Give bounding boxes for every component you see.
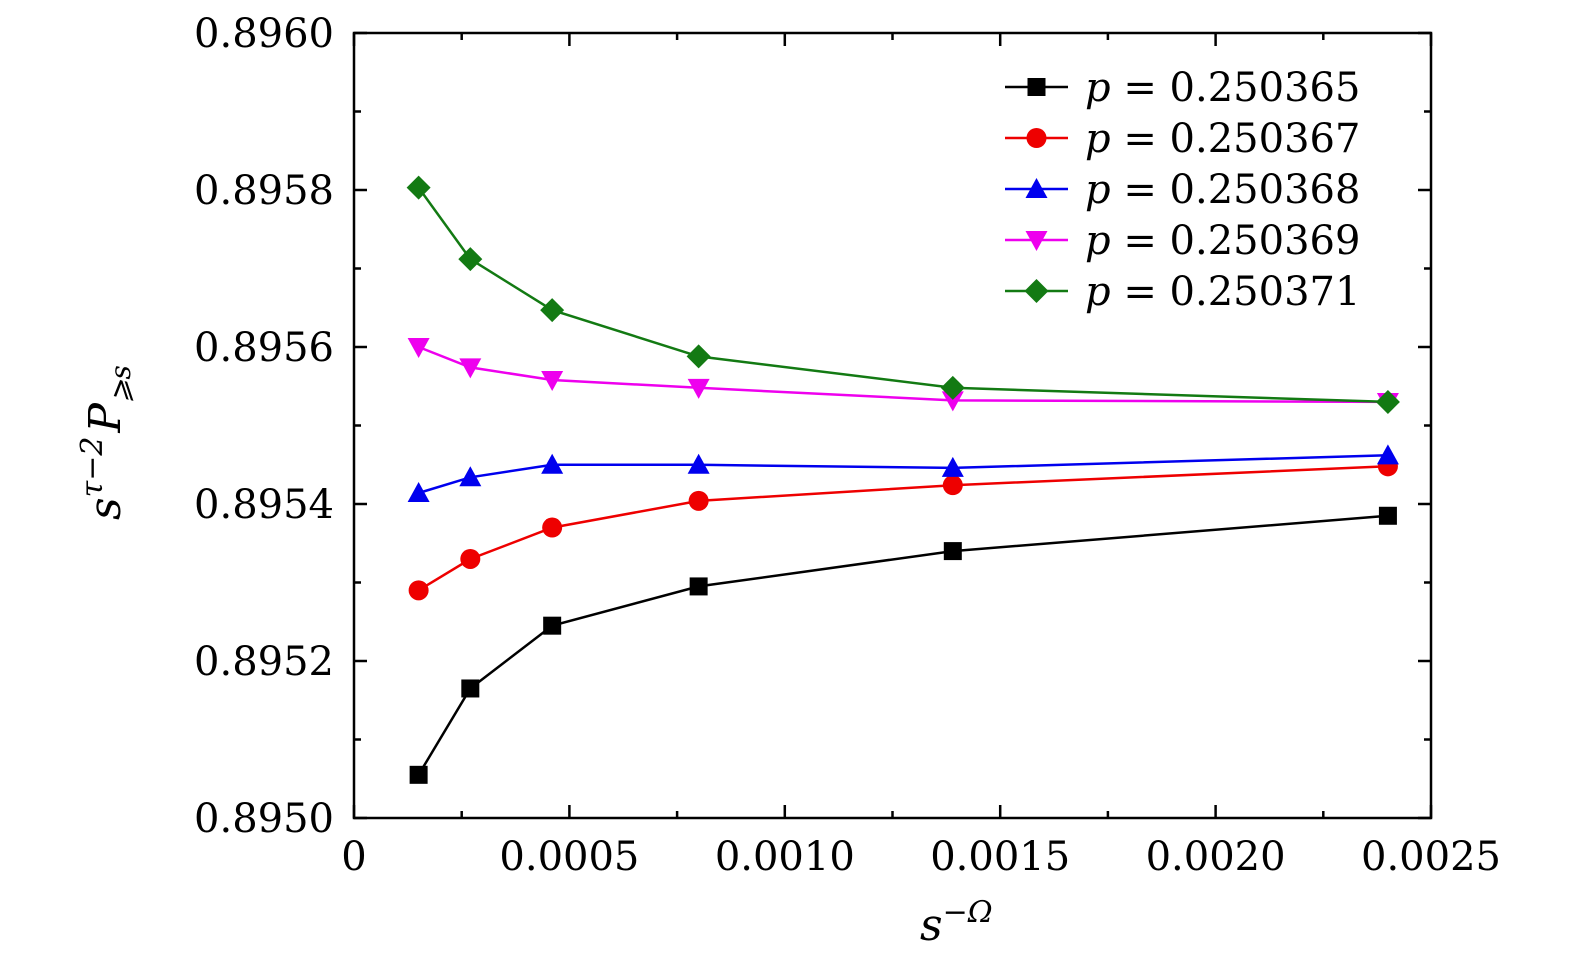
data-point — [541, 453, 564, 474]
data-point — [941, 391, 964, 412]
x-tick-label: 0 — [341, 834, 366, 880]
legend-label: p = 0.250367 — [1085, 116, 1360, 162]
data-point — [689, 577, 708, 596]
legend-label: p = 0.250371 — [1085, 269, 1360, 315]
legend-marker — [1027, 78, 1046, 96]
data-point — [540, 298, 565, 323]
y-tick-label: 0.8956 — [194, 325, 334, 371]
legend-marker — [1024, 279, 1049, 303]
legend-item: p = 0.250369 — [1005, 218, 1360, 264]
series-layer — [406, 175, 1400, 784]
data-point — [541, 370, 564, 391]
data-point — [941, 456, 964, 477]
series-line — [417, 514, 1389, 776]
data-point — [1375, 389, 1400, 414]
data-point — [542, 517, 563, 538]
legend-label: p = 0.250369 — [1085, 218, 1360, 264]
data-point — [459, 358, 482, 379]
series-4 — [407, 338, 1399, 413]
legend-label: p = 0.250368 — [1085, 167, 1360, 213]
data-point — [943, 542, 962, 561]
legend-item: p = 0.250368 — [1005, 167, 1360, 213]
data-point — [407, 338, 430, 358]
legend: p = 0.250365 p = 0.250367 p = 0.250368 p = … — [1005, 65, 1360, 315]
data-point — [407, 482, 430, 503]
legend-marker — [1025, 231, 1048, 251]
data-point — [461, 679, 480, 698]
data-point — [1378, 506, 1397, 525]
data-point — [458, 247, 483, 272]
y-axis-title: sτ−2P⩾s — [75, 365, 137, 520]
x-tick-label: 0.0025 — [1361, 834, 1501, 880]
series-line — [418, 345, 1388, 404]
x-tick-label: 0.0015 — [930, 834, 1070, 880]
legend-item: p = 0.250365 — [1005, 65, 1360, 111]
legend-item: p = 0.250367 — [1005, 116, 1360, 162]
y-tick-label: 0.8958 — [194, 168, 334, 214]
data-point — [460, 548, 481, 569]
data-point — [543, 616, 562, 635]
data-point — [459, 466, 482, 487]
series-3 — [407, 444, 1399, 503]
x-axis-title: s−Ω — [920, 895, 993, 951]
series-5 — [406, 175, 1400, 414]
data-point — [686, 344, 711, 369]
legend-item: p = 0.250371 — [1005, 269, 1360, 315]
series-1 — [409, 506, 1397, 784]
data-point — [687, 378, 710, 399]
x-tick-label: 0.0020 — [1146, 834, 1286, 880]
data-point — [409, 765, 428, 784]
legend-marker — [1026, 128, 1047, 148]
data-point — [940, 375, 965, 400]
data-point — [406, 175, 431, 200]
series-line — [417, 465, 1388, 592]
y-tick-label: 0.8960 — [194, 11, 334, 57]
x-tick-label: 0.0010 — [715, 834, 855, 880]
y-tick-label: 0.8950 — [194, 796, 334, 842]
data-point — [408, 580, 429, 601]
data-point — [688, 490, 709, 511]
y-tick-label: 0.8952 — [194, 639, 334, 685]
x-tick-label: 0.0005 — [499, 834, 639, 880]
series-2 — [408, 456, 1398, 601]
axes-layer: 0 0.0005 0.0010 0.0015 0.0020 0.0025 0.8950 0.8… — [194, 11, 1501, 880]
data-point — [942, 475, 963, 496]
data-point — [1376, 444, 1399, 465]
legend-marker — [1025, 178, 1048, 198]
data-point — [687, 453, 710, 474]
series-line — [417, 186, 1388, 404]
legend-label: p = 0.250365 — [1085, 65, 1360, 111]
series-line — [418, 454, 1388, 495]
y-tick-label: 0.8954 — [194, 482, 334, 528]
